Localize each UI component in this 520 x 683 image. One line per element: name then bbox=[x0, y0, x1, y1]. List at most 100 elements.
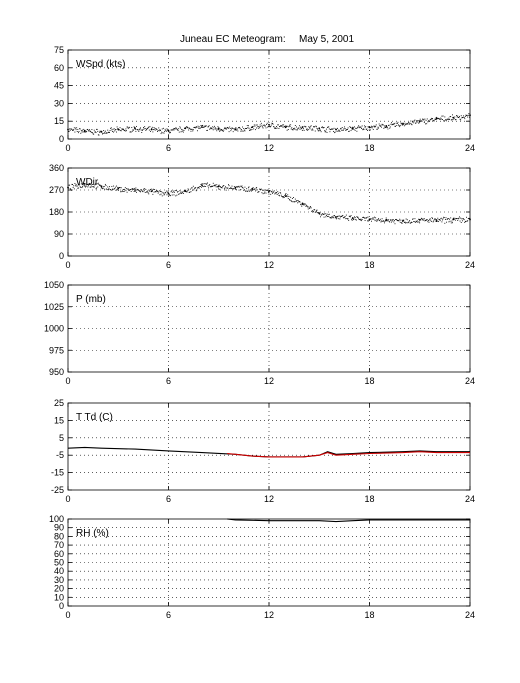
data-point bbox=[190, 191, 192, 193]
data-point bbox=[194, 127, 196, 129]
data-point bbox=[258, 191, 260, 193]
data-point bbox=[389, 219, 391, 221]
data-point bbox=[426, 123, 428, 125]
data-point bbox=[352, 219, 354, 221]
data-point bbox=[346, 218, 348, 219]
data-point bbox=[416, 121, 418, 123]
data-point bbox=[79, 183, 81, 185]
data-point bbox=[416, 221, 418, 223]
data-point bbox=[94, 131, 96, 133]
y-tick-label: 30 bbox=[54, 575, 64, 585]
data-point bbox=[142, 129, 144, 130]
data-point bbox=[325, 130, 327, 132]
data-point bbox=[83, 185, 85, 187]
data-point bbox=[443, 217, 445, 218]
data-point bbox=[75, 127, 76, 129]
data-point bbox=[213, 127, 215, 129]
data-point bbox=[453, 117, 455, 119]
data-point bbox=[328, 128, 330, 130]
data-point bbox=[373, 125, 375, 127]
data-point bbox=[185, 126, 187, 128]
data-point bbox=[400, 122, 402, 124]
data-point bbox=[120, 130, 122, 132]
data-point bbox=[128, 189, 130, 191]
data-point bbox=[449, 119, 450, 121]
data-point bbox=[413, 122, 415, 124]
data-point bbox=[204, 183, 206, 184]
data-point bbox=[422, 119, 424, 121]
data-point bbox=[313, 126, 315, 128]
data-point bbox=[209, 128, 211, 130]
data-point bbox=[419, 122, 421, 124]
data-point bbox=[248, 186, 250, 188]
y-tick-label: 1050 bbox=[44, 280, 64, 290]
data-point bbox=[141, 132, 143, 133]
data-point bbox=[376, 220, 378, 222]
y-tick-label: 270 bbox=[49, 185, 64, 195]
data-point bbox=[447, 119, 449, 120]
data-point bbox=[246, 128, 248, 129]
data-point bbox=[406, 222, 408, 224]
data-point bbox=[467, 116, 469, 118]
data-point bbox=[427, 221, 429, 223]
data-point bbox=[408, 221, 409, 223]
data-point bbox=[405, 222, 406, 224]
data-point bbox=[449, 116, 451, 118]
data-point bbox=[129, 189, 131, 191]
data-point bbox=[464, 221, 466, 223]
data-point bbox=[91, 186, 93, 188]
data-point bbox=[337, 216, 338, 217]
data-point bbox=[227, 187, 229, 189]
data-point bbox=[281, 126, 283, 127]
data-point bbox=[69, 188, 71, 190]
data-point bbox=[287, 129, 289, 130]
data-point bbox=[143, 188, 144, 190]
data-point bbox=[323, 216, 325, 218]
data-point bbox=[164, 193, 166, 195]
data-point bbox=[352, 217, 354, 218]
data-point bbox=[395, 219, 397, 220]
data-point bbox=[459, 118, 461, 120]
data-point bbox=[390, 123, 392, 125]
data-point bbox=[160, 190, 161, 192]
data-point bbox=[193, 189, 195, 191]
data-point bbox=[178, 193, 180, 195]
data-point bbox=[330, 217, 332, 219]
data-point bbox=[430, 119, 432, 120]
data-point bbox=[98, 134, 100, 136]
data-point bbox=[126, 130, 127, 132]
data-point bbox=[107, 132, 109, 133]
data-point bbox=[379, 218, 381, 220]
data-point bbox=[260, 188, 262, 190]
data-point bbox=[86, 129, 88, 131]
data-point bbox=[136, 125, 137, 127]
data-point bbox=[415, 122, 417, 124]
data-point bbox=[388, 221, 390, 222]
data-point bbox=[268, 123, 270, 125]
data-point bbox=[293, 201, 295, 203]
data-point bbox=[250, 189, 252, 191]
data-point bbox=[107, 186, 109, 188]
data-point bbox=[251, 187, 254, 190]
data-point bbox=[365, 217, 367, 219]
data-point bbox=[71, 128, 73, 130]
data-point bbox=[132, 189, 134, 190]
data-point bbox=[213, 125, 215, 127]
data-point bbox=[286, 196, 288, 198]
data-point bbox=[138, 190, 140, 191]
data-point bbox=[99, 131, 100, 133]
data-point bbox=[240, 130, 242, 132]
data-point bbox=[98, 183, 100, 185]
data-point bbox=[228, 127, 229, 129]
data-point bbox=[186, 126, 188, 127]
data-point bbox=[354, 129, 356, 131]
data-point bbox=[455, 218, 457, 219]
data-point bbox=[382, 220, 384, 222]
data-point bbox=[250, 127, 252, 129]
data-point bbox=[222, 130, 224, 131]
data-point bbox=[127, 126, 129, 128]
data-point bbox=[377, 219, 379, 221]
data-point bbox=[308, 126, 310, 128]
data-point bbox=[79, 128, 81, 130]
